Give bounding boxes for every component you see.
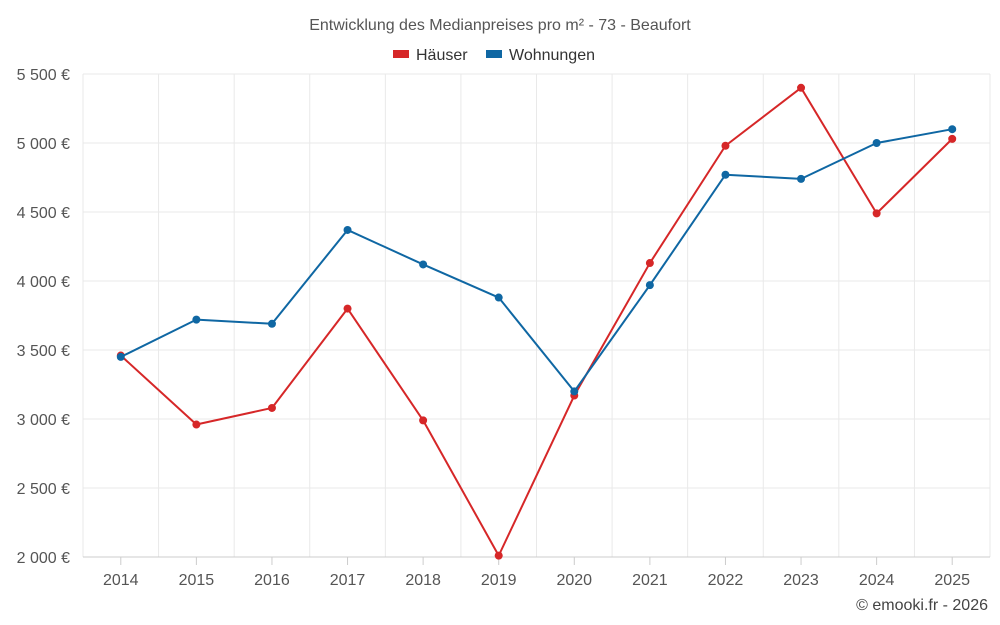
y-tick-label: 5 000 € [17, 136, 70, 153]
y-tick-label: 3 500 € [17, 343, 70, 360]
data-point-wohnungen[interactable] [343, 225, 352, 234]
x-tick-label: 2021 [632, 572, 668, 589]
data-point-haeuser[interactable] [948, 134, 957, 143]
x-tick-label: 2018 [405, 572, 441, 589]
data-point-wohnungen[interactable] [721, 170, 730, 179]
data-point-wohnungen[interactable] [192, 315, 201, 324]
data-point-wohnungen[interactable] [419, 260, 428, 269]
x-tick-label: 2024 [859, 572, 895, 589]
data-point-wohnungen[interactable] [645, 281, 654, 290]
data-point-haeuser[interactable] [494, 551, 503, 560]
legend-label-haeuser[interactable]: Häuser [416, 47, 468, 64]
credit: © emooki.fr - 2026 [856, 597, 988, 614]
legend-swatch-haeuser [393, 50, 409, 58]
data-point-wohnungen[interactable] [494, 293, 503, 302]
data-point-wohnungen[interactable] [948, 125, 957, 134]
x-tick-label: 2019 [481, 572, 517, 589]
x-tick-label: 2017 [330, 572, 366, 589]
series-haeuser [116, 83, 957, 560]
chart-title: Entwicklung des Medianpreises pro m² - 7… [309, 17, 691, 34]
data-point-haeuser[interactable] [645, 259, 654, 268]
data-point-haeuser[interactable] [872, 209, 881, 218]
series-line-wohnungen [120, 128, 953, 393]
y-tick-label: 4 000 € [17, 274, 70, 291]
data-point-wohnungen[interactable] [116, 352, 125, 361]
y-tick-label: 3 000 € [17, 412, 70, 429]
x-tick-label: 2014 [103, 572, 139, 589]
legend: Häuser Wohnungen [393, 47, 595, 64]
data-point-haeuser[interactable] [797, 83, 806, 92]
y-tick-label: 5 500 € [17, 67, 70, 84]
data-point-wohnungen[interactable] [872, 139, 881, 147]
series-wohnungen [116, 125, 957, 396]
x-tick-label: 2025 [934, 572, 970, 589]
x-tick-label: 2022 [708, 572, 744, 589]
y-tick-label: 2 500 € [17, 481, 70, 498]
legend-swatch-wohnungen [486, 50, 502, 58]
x-tick-label: 2023 [783, 572, 819, 589]
data-point-wohnungen[interactable] [267, 319, 276, 328]
x-axis-ticks: 2014 2015 2016 2017 2018 2019 2020 2021 2022 2023… [103, 557, 970, 589]
data-point-haeuser[interactable] [343, 304, 352, 313]
y-tick-label: 2 000 € [17, 550, 70, 567]
series-group [116, 83, 957, 560]
x-tick-label: 2020 [556, 572, 592, 589]
data-point-haeuser[interactable] [192, 420, 201, 429]
data-point-wohnungen[interactable] [797, 174, 806, 183]
series-line-haeuser [120, 86, 953, 557]
y-tick-label: 4 500 € [17, 205, 70, 222]
grid [82, 73, 991, 558]
data-point-haeuser[interactable] [267, 403, 276, 412]
data-point-wohnungen[interactable] [570, 387, 579, 396]
legend-label-wohnungen[interactable]: Wohnungen [509, 47, 595, 64]
y-axis-ticks: 2 000 € 2 500 € 3 000 € 3 500 € 4 000 € 4 500… [17, 67, 70, 567]
data-point-haeuser[interactable] [721, 141, 730, 150]
data-point-haeuser[interactable] [419, 416, 428, 425]
x-tick-label: 2015 [179, 572, 215, 589]
x-tick-label: 2016 [254, 572, 290, 589]
